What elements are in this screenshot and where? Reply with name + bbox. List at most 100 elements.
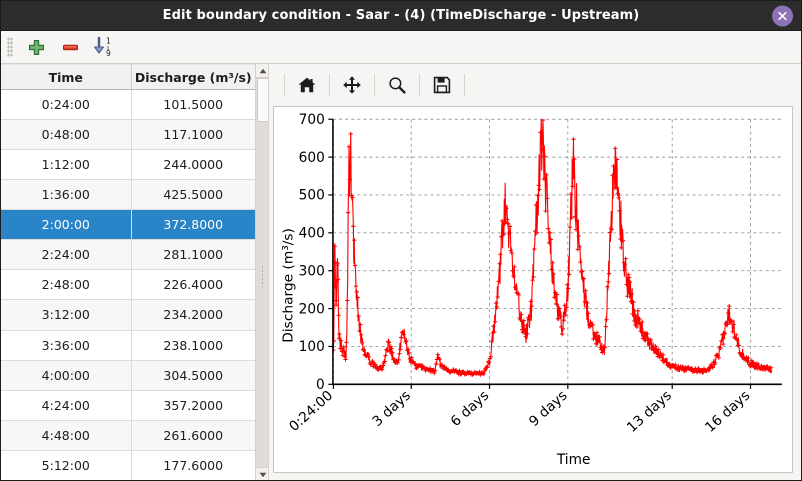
table-row[interactable]: 3:12:00 234.2000 bbox=[1, 299, 255, 331]
toolbar-separator bbox=[329, 74, 330, 96]
home-button[interactable] bbox=[290, 70, 324, 100]
y-tick-label: 100 bbox=[299, 339, 325, 355]
x-axis-label: Time bbox=[556, 452, 591, 468]
table-row[interactable]: 3:36:00 238.1000 bbox=[1, 330, 255, 361]
chart-gridlines bbox=[332, 118, 782, 385]
table-header-row: Time Discharge (m³/s) bbox=[1, 64, 255, 90]
cell-discharge[interactable]: 226.4000 bbox=[131, 269, 255, 301]
cell-time[interactable]: 0:48:00 bbox=[1, 119, 132, 151]
scrollbar-track[interactable] bbox=[255, 78, 268, 467]
cell-time[interactable]: 0:24:00 bbox=[1, 89, 132, 121]
table-row[interactable]: 4:48:00 261.6000 bbox=[1, 420, 255, 451]
save-button[interactable] bbox=[425, 70, 459, 100]
table-row[interactable]: 4:00:00 304.5000 bbox=[1, 360, 255, 391]
column-header-time[interactable]: Time bbox=[1, 64, 132, 90]
minus-icon bbox=[62, 44, 78, 50]
table-row[interactable]: 5:12:00 177.6000 bbox=[1, 450, 255, 480]
window-title: Edit boundary condition - Saar - (4) (Ti… bbox=[162, 8, 640, 23]
cell-time[interactable]: 5:12:00 bbox=[1, 450, 132, 480]
table-vertical-scrollbar[interactable] bbox=[255, 64, 268, 480]
scroll-up-button[interactable] bbox=[255, 64, 268, 78]
cell-discharge[interactable]: 244.0000 bbox=[131, 149, 255, 181]
window-body: Time Discharge (m³/s) 0:24:00 101.5000 0:4… bbox=[1, 64, 801, 480]
window-titlebar: Edit boundary condition - Saar - (4) (Ti… bbox=[1, 1, 801, 31]
cell-discharge[interactable]: 234.2000 bbox=[131, 299, 255, 331]
pan-button[interactable] bbox=[335, 70, 369, 100]
y-tick-label: 200 bbox=[299, 301, 325, 317]
y-tick-label: 0 bbox=[316, 377, 325, 393]
x-tick-label: 0:24:00 bbox=[286, 388, 336, 435]
table-row[interactable]: 2:00:00 372.8000 bbox=[1, 209, 255, 241]
table-scroll-area[interactable]: Time Discharge (m³/s) 0:24:00 101.5000 0:4… bbox=[1, 64, 268, 480]
close-icon bbox=[778, 11, 787, 20]
add-row-button[interactable] bbox=[19, 33, 53, 61]
toolbar-separator bbox=[374, 74, 375, 96]
chart-axes bbox=[328, 118, 782, 389]
close-button[interactable] bbox=[772, 5, 793, 26]
main-toolbar: 1 9 bbox=[1, 31, 801, 64]
sort-descending-icon: 1 9 bbox=[94, 37, 111, 58]
cell-discharge[interactable]: 304.5000 bbox=[131, 360, 255, 391]
cell-discharge[interactable]: 261.6000 bbox=[131, 420, 255, 451]
remove-row-button[interactable] bbox=[53, 33, 87, 61]
y-tick-label: 700 bbox=[299, 112, 325, 128]
cell-discharge[interactable]: 372.8000 bbox=[131, 209, 255, 241]
x-tick-label: 6 days bbox=[448, 388, 492, 430]
cell-time[interactable]: 2:48:00 bbox=[1, 269, 132, 301]
table-row[interactable]: 1:12:00 244.0000 bbox=[1, 149, 255, 181]
y-axis-label: Discharge (m³/s) bbox=[280, 228, 296, 343]
column-header-discharge[interactable]: Discharge (m³/s) bbox=[131, 64, 255, 90]
cell-discharge[interactable]: 281.1000 bbox=[131, 239, 255, 271]
cell-time[interactable]: 3:12:00 bbox=[1, 299, 132, 331]
y-tick-label: 300 bbox=[299, 263, 325, 279]
table-row[interactable]: 2:48:00 226.4000 bbox=[1, 269, 255, 301]
cell-time[interactable]: 4:24:00 bbox=[1, 390, 132, 421]
toolbar-separator bbox=[419, 74, 420, 96]
table-row[interactable]: 0:24:00 101.5000 bbox=[1, 89, 255, 121]
cell-time[interactable]: 2:00:00 bbox=[1, 209, 132, 241]
table-row[interactable]: 4:24:00 357.2000 bbox=[1, 390, 255, 421]
cell-discharge[interactable]: 177.6000 bbox=[131, 450, 255, 480]
svg-text:1: 1 bbox=[106, 37, 111, 46]
chart-canvas[interactable]: 0 100 200 300 400 500 600 700 0:24:00 3 days 6 day… bbox=[273, 106, 793, 473]
chart-navigation-toolbar bbox=[269, 64, 801, 106]
cell-time[interactable]: 3:36:00 bbox=[1, 330, 132, 361]
scrollbar-grip-dots bbox=[260, 264, 264, 287]
sort-button[interactable]: 1 9 bbox=[87, 33, 121, 61]
x-tick-label: 16 days bbox=[702, 388, 753, 436]
cell-time[interactable]: 1:12:00 bbox=[1, 149, 132, 181]
cell-discharge[interactable]: 101.5000 bbox=[131, 89, 255, 121]
cell-time[interactable]: 1:36:00 bbox=[1, 179, 132, 211]
scrollbar-thumb[interactable] bbox=[256, 78, 268, 122]
cell-time[interactable]: 2:24:00 bbox=[1, 239, 132, 271]
magnifier-icon bbox=[389, 77, 406, 94]
cell-discharge[interactable]: 117.1000 bbox=[131, 119, 255, 151]
cell-discharge[interactable]: 425.5000 bbox=[131, 179, 255, 211]
data-table-panel: Time Discharge (m³/s) 0:24:00 101.5000 0:4… bbox=[1, 64, 269, 480]
x-tick-label: 13 days bbox=[624, 388, 675, 436]
plus-icon bbox=[28, 39, 44, 55]
table-row[interactable]: 2:24:00 281.1000 bbox=[1, 239, 255, 271]
x-tick-label: 3 days bbox=[369, 388, 413, 430]
y-tick-label: 400 bbox=[299, 226, 325, 242]
table-row[interactable]: 0:48:00 117.1000 bbox=[1, 119, 255, 151]
cell-discharge[interactable]: 238.1000 bbox=[131, 330, 255, 361]
chevron-down-icon bbox=[259, 472, 266, 477]
table-body: 0:24:00 101.5000 0:48:00 117.1000 1:12:00 244… bbox=[1, 89, 255, 480]
x-tick-label: 9 days bbox=[526, 388, 570, 430]
cell-discharge[interactable]: 357.2000 bbox=[131, 390, 255, 421]
boundary-condition-table: Time Discharge (m³/s) 0:24:00 101.5000 0:4… bbox=[1, 64, 255, 480]
chevron-up-icon bbox=[259, 68, 266, 73]
svg-text:9: 9 bbox=[106, 49, 111, 58]
home-icon bbox=[298, 77, 316, 93]
table-row[interactable]: 1:36:00 425.5000 bbox=[1, 179, 255, 211]
scroll-down-button[interactable] bbox=[255, 467, 268, 480]
cell-time[interactable]: 4:48:00 bbox=[1, 420, 132, 451]
zoom-button[interactable] bbox=[380, 70, 414, 100]
y-tick-label: 600 bbox=[299, 150, 325, 166]
chart-panel: 0 100 200 300 400 500 600 700 0:24:00 3 days 6 day… bbox=[269, 64, 801, 480]
cell-time[interactable]: 4:00:00 bbox=[1, 360, 132, 391]
toolbar-grip[interactable] bbox=[7, 37, 13, 57]
floppy-disk-icon bbox=[433, 76, 451, 94]
